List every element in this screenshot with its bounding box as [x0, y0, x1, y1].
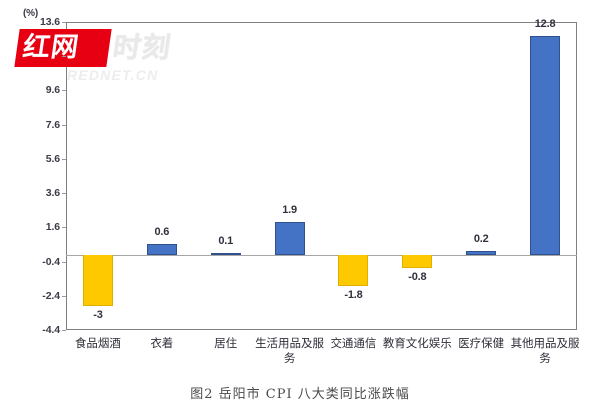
y-axis-tick-label: 11.6	[40, 50, 61, 63]
y-axis-tick-label: -4.4	[42, 324, 60, 336]
y-axis-tick-mark	[62, 330, 66, 331]
y-axis-tick-mark	[62, 227, 66, 229]
bar-2[interactable]	[146, 244, 177, 255]
y-axis-tick-mark	[62, 124, 66, 126]
y-axis-tick-label: 13.6	[39, 16, 60, 28]
category-label-6: 教育文化娱乐	[382, 336, 452, 350]
category-label-5: 交通通信	[330, 336, 377, 350]
data-label-5: -1.8	[344, 288, 363, 301]
bar-4[interactable]	[274, 222, 305, 255]
data-label-1: -3	[93, 309, 103, 322]
data-label-4: 1.9	[282, 204, 297, 217]
y-axis-tick-mark	[62, 56, 66, 58]
category-label-3: 居住	[214, 336, 238, 350]
y-axis-tick-mark	[62, 193, 66, 195]
y-axis-tick-label: 5.6	[45, 152, 60, 165]
bar-8[interactable]	[530, 35, 561, 255]
data-label-7: 0.2	[473, 233, 489, 246]
category-label-1: 食品烟酒	[74, 336, 121, 350]
y-axis-tick-mark	[62, 22, 66, 23]
y-axis-tick-label: 1.6	[45, 221, 60, 234]
y-axis-tick-mark	[62, 158, 66, 160]
category-label-4: 生活用品及服务	[255, 336, 325, 365]
data-label-2: 0.6	[154, 226, 170, 239]
data-label-8: 12.8	[534, 17, 556, 30]
y-axis-tick-label: 3.6	[45, 187, 60, 200]
y-axis-tick-mark	[62, 295, 66, 297]
y-axis-tick-mark	[62, 90, 66, 92]
bar-7[interactable]	[466, 251, 497, 255]
bar-6[interactable]	[402, 254, 433, 269]
plot-area	[66, 22, 577, 330]
y-axis-tick-labels: -4.4 -2.4 -0.4 1.6 3.6 5.6 7.6 9.6 11.6 13.6	[16, 0, 60, 410]
data-label-3: 0.1	[218, 235, 234, 247]
y-axis-tick-label: -0.4	[42, 255, 60, 268]
y-axis-tick-label: 9.6	[45, 84, 60, 97]
y-axis-unit-label: (%)	[23, 8, 38, 19]
y-axis-tick-label: 7.6	[45, 118, 60, 131]
figure-caption: 图2 岳阳市 CPI 八大类同比涨跌幅	[190, 387, 410, 402]
bar-3[interactable]	[210, 253, 241, 255]
category-label-2: 衣着	[150, 336, 174, 350]
data-label-6: -0.8	[408, 271, 427, 284]
category-label-8: 其他用品及服务	[510, 336, 580, 365]
zero-baseline	[66, 254, 577, 256]
category-label-7: 医疗保健	[458, 336, 505, 350]
y-axis-tick-label: -2.4	[42, 289, 60, 302]
bar-1[interactable]	[82, 254, 113, 307]
y-axis-tick-mark	[62, 261, 66, 263]
bar-5[interactable]	[338, 254, 369, 286]
